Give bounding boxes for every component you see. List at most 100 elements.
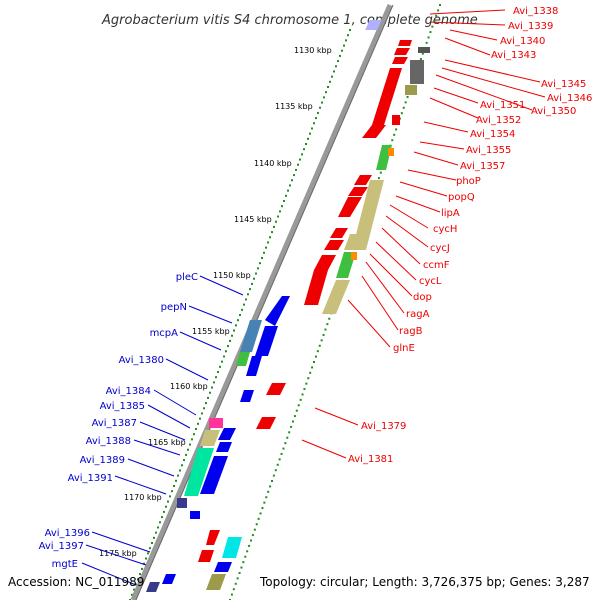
gene-feature — [218, 428, 236, 440]
gene-feature — [222, 537, 242, 558]
gene-feature — [209, 418, 223, 428]
gene-feature — [324, 240, 344, 250]
kbp-dot — [251, 534, 254, 537]
kbp-dot — [259, 262, 261, 265]
kbp-dot — [173, 485, 175, 487]
gene-label: Avi_1338 — [513, 6, 558, 17]
kbp-dot — [314, 355, 317, 358]
kbp-dot — [322, 333, 325, 336]
kbp-dot — [181, 464, 183, 467]
gene-label: Avi_1380 — [119, 355, 164, 366]
kbp-dot — [205, 402, 207, 405]
gene-label: Avi_1345 — [541, 79, 586, 90]
kbp-dot — [429, 31, 432, 34]
gene-label: Avi_1379 — [361, 421, 406, 432]
gene-feature — [190, 511, 200, 519]
gene-feature — [265, 296, 290, 326]
gene-label: Avi_1354 — [470, 129, 515, 140]
gene-feature — [198, 550, 214, 562]
left-leader-lines — [81, 275, 244, 586]
kbp-dot — [305, 382, 308, 385]
kbp-dot — [395, 128, 398, 131]
kbp-dot — [159, 521, 161, 524]
gene-label: Avi_1389 — [80, 455, 125, 466]
gene-label: Avi_1387 — [92, 418, 137, 429]
gene-feature — [255, 326, 278, 356]
gene-feature — [216, 442, 232, 452]
kbp-dot — [261, 507, 264, 510]
kbp-dot — [435, 14, 438, 17]
gene-label: Avi_1391 — [68, 473, 113, 484]
kbp-label: 1135 kbp — [275, 102, 313, 111]
kbp-dot — [171, 490, 173, 493]
gene-feature — [256, 417, 276, 429]
kbp-dot — [431, 25, 434, 28]
right-leader-lines — [301, 9, 546, 459]
kbp-label: 1165 kbp — [148, 438, 186, 447]
gene-feature — [177, 498, 187, 508]
gene-label: Avi_1346 — [547, 93, 592, 104]
kbp-label: 1155 kbp — [192, 327, 230, 336]
gene-label: Avi_1343 — [491, 50, 536, 61]
gene-feature — [344, 234, 362, 250]
gene-feature — [214, 562, 232, 572]
kbp-dot — [402, 106, 405, 109]
kbp-dot — [295, 168, 297, 171]
kbp-dot — [377, 177, 380, 180]
kbp-dot — [217, 371, 219, 373]
kbp-dot — [400, 112, 403, 115]
kbp-dot — [325, 91, 327, 94]
kbp-dot — [243, 303, 245, 306]
gene-label: mgtE — [52, 559, 78, 570]
kbp-dot — [277, 215, 279, 218]
accession-label: Accession: NC_011989 — [8, 575, 144, 589]
kbp-dot — [269, 236, 271, 239]
gene-label: Avi_1351 — [480, 100, 525, 111]
kbp-dot — [235, 324, 237, 327]
gene-label: glnE — [393, 343, 415, 354]
gene-label: Avi_1385 — [100, 401, 145, 412]
forward-strand-features — [256, 20, 430, 429]
kbp-dot — [179, 469, 181, 472]
kbp-dot — [161, 516, 163, 519]
kbp-dot — [207, 396, 209, 399]
kbp-dot — [139, 573, 141, 576]
kbp-dot — [197, 422, 199, 425]
kbp-dot — [290, 425, 293, 428]
kbp-dot — [267, 241, 269, 244]
kbp-dot — [230, 593, 233, 596]
kbp-dot — [261, 257, 263, 259]
gene-label: Avi_1384 — [106, 386, 151, 397]
kbp-label: 1140 kbp — [254, 159, 292, 168]
gene-feature — [200, 430, 220, 446]
kbp-dot — [234, 582, 237, 585]
kbp-dot — [299, 398, 302, 401]
kbp-label: 1175 kbp — [99, 549, 137, 558]
kbp-dot — [309, 371, 312, 374]
gene-feature — [184, 448, 214, 496]
kbp-dot — [242, 561, 245, 564]
gene-label: Avi_1388 — [86, 436, 131, 447]
kbp-dot — [232, 588, 235, 591]
kbp-dot — [215, 376, 217, 379]
gene-feature — [314, 255, 336, 270]
kbp-dot — [253, 277, 255, 280]
kbp-dot — [284, 442, 287, 445]
gene-feature — [206, 574, 226, 590]
kbp-dot — [439, 4, 441, 6]
kbp-dot — [275, 220, 277, 223]
gene-feature — [266, 383, 286, 395]
kbp-dot — [241, 308, 243, 311]
kbp-dot — [244, 555, 247, 558]
kbp-dot — [393, 133, 396, 136]
kbp-dot — [246, 550, 249, 553]
kbp-dot — [328, 317, 331, 320]
kbp-label: 1160 kbp — [170, 382, 208, 391]
kbp-dot — [203, 407, 205, 410]
gene-feature — [354, 175, 372, 185]
kbp-dot — [289, 184, 291, 187]
reverse-strand-features — [146, 296, 290, 592]
kbp-dot — [347, 34, 349, 37]
kbp-dot — [271, 480, 273, 482]
gene-feature — [330, 228, 348, 238]
